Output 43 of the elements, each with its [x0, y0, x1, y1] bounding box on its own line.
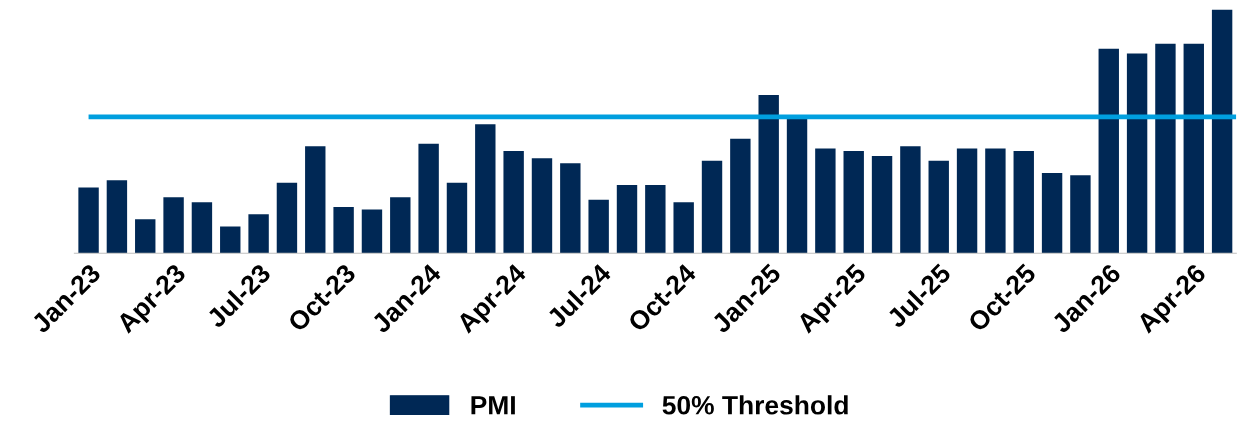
bar [588, 199, 609, 254]
bar [645, 185, 666, 254]
legend-label: PMI [471, 396, 515, 415]
bar [843, 151, 864, 254]
bar [1183, 43, 1204, 254]
bar [985, 148, 1006, 254]
bar [135, 219, 156, 254]
bar [1211, 9, 1233, 254]
bar [730, 138, 751, 254]
bar [191, 202, 213, 254]
bar [361, 209, 383, 254]
bar [305, 146, 326, 254]
bar [616, 185, 638, 254]
bar [1098, 48, 1119, 254]
bar [1155, 43, 1176, 254]
bar [446, 182, 468, 254]
bar [758, 94, 779, 254]
legend-label: 50% Threshold [662, 395, 848, 415]
bar [871, 155, 893, 254]
bar [1041, 172, 1063, 254]
bar [106, 180, 128, 254]
bar [815, 148, 836, 254]
bar [956, 148, 978, 254]
bar [220, 226, 241, 254]
bar [531, 158, 553, 254]
bar [560, 163, 581, 254]
bar [673, 202, 694, 254]
bar [701, 160, 723, 254]
bar [248, 214, 269, 254]
bar [78, 187, 99, 254]
bar [276, 182, 298, 254]
bar [1070, 175, 1091, 254]
bar [786, 116, 808, 254]
bar [900, 146, 921, 254]
bar [1126, 53, 1148, 254]
bar [163, 197, 184, 254]
bar [475, 124, 496, 254]
bar [333, 207, 354, 254]
bar [1013, 151, 1034, 254]
bar [390, 197, 411, 254]
bar [503, 151, 524, 254]
bar [928, 160, 949, 254]
bar [418, 143, 439, 254]
